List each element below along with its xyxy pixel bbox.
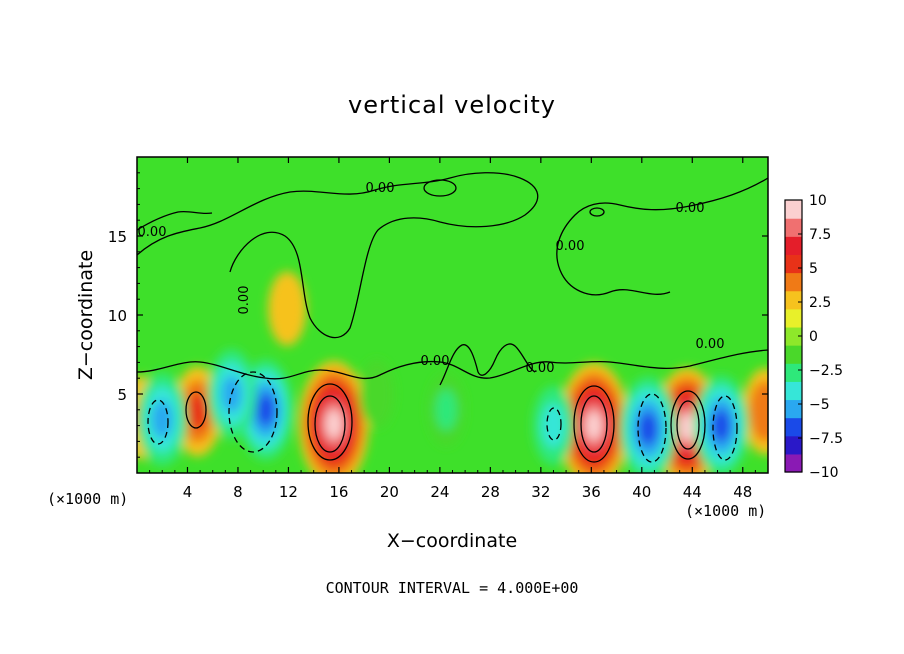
plot-area: 0.00 0.00 0.00 0.00 0.00 0.00 0.00 0.00 [137,157,768,473]
contour-core-6 [423,179,457,197]
colorbar-segment [785,345,802,364]
colorbar-segment [785,200,802,219]
field-feature-11-level-4 [638,411,658,446]
colorbar-tick-label: −2.5 [809,363,843,379]
x-tick-label: 36 [582,483,601,501]
colorbar-tick-label: 7.5 [809,227,831,243]
field-feature-10-level-3 [221,375,242,413]
colorbar-segment [785,308,802,328]
field-feature-2-level-6 [585,410,603,441]
x-axis-label: X−coordinate [387,530,517,552]
field-feature-4-level-3 [187,393,208,430]
colorbar-segment [785,363,802,382]
colorbar-segment [785,435,802,455]
colorbar-segment [785,272,802,292]
colorbar-tick-label: 0 [809,329,818,345]
contour-core-2-inner [580,395,608,453]
x-tick-label: 24 [430,483,449,501]
x-unit-label-right: (×1000 m) [685,502,766,520]
x-tick-label: 12 [279,483,298,501]
contour-neg-3 [637,393,667,463]
contour-core-1 [307,383,353,461]
contour-label: 0.00 [421,354,450,369]
chart-title: vertical velocity [348,91,556,119]
colorbar-tick-label: −7.5 [809,431,843,447]
y-tick-label: 15 [108,228,127,246]
colorbar-tick-label: 5 [809,261,818,277]
x-tick-label: 32 [531,483,550,501]
x-tick-label: 44 [683,483,702,501]
field-feature-13-level-2 [541,403,566,448]
contour-zero-mid [439,343,536,386]
contour-label: 0.00 [696,337,725,352]
x-tick-label: 20 [380,483,399,501]
field-layer [137,271,768,473]
contour-neg-1 [147,399,169,445]
contour-zero-lower [137,349,768,380]
x-tick-label: 4 [183,483,193,501]
contour-core-4 [185,391,207,429]
x-tick-label: 48 [733,483,752,501]
x-tick-label: 28 [481,483,500,501]
x-tick-label: 8 [233,483,243,501]
contour-label: 0.00 [138,225,167,240]
colorbar-tick-label: −10 [809,465,839,481]
contour-zero-left-edge [137,210,213,231]
colorbar-segment [785,399,802,419]
contour-label: 0.00 [237,286,252,315]
y-axis: 5 10 15 [108,172,768,458]
colorbar-segment [785,218,802,237]
y-tick-label: 5 [117,386,127,404]
colorbar-tick-label: −5 [809,397,830,413]
colorbar-segment [785,254,802,274]
colorbar-segment [785,326,802,346]
contour-layer [137,172,768,463]
contour-neg-4 [712,395,738,461]
field-feature-14-level-2 [435,389,457,431]
colorbar-segment [785,236,802,255]
contour-label: 0.00 [556,239,585,254]
field-feature-3-level-6 [679,413,696,442]
contour-neg-2 [228,371,278,453]
colorbar-segment [785,453,802,473]
colorbar: 10 7.5 5 2.5 0 −2.5 −5 −7.5 −10 [784,193,843,481]
contour-label: 0.00 [366,181,395,196]
field-feature-1-level-6 [325,409,343,439]
field-feature-7-level-2 [276,287,299,330]
colorbar-segment [785,381,802,401]
colorbar-segment [785,417,802,437]
colorbar-tick-label: 2.5 [809,295,831,311]
contour-core-1-inner [314,395,346,453]
field-feature-12-level-4 [712,409,731,442]
x-tick-label: 40 [632,483,651,501]
field-feature-5-level-3 [755,393,768,430]
colorbar-tick-label: 10 [809,193,827,209]
contour-label: 0.00 [526,361,555,376]
x-unit-label: (×1000 m) [47,490,128,508]
y-tick-label: 10 [108,307,127,325]
field-feature-8-level-3 [151,400,173,439]
contour-zero-upper [137,172,539,339]
contour-neg-5 [546,407,562,441]
contour-zero-right [556,177,768,296]
contour-core-5 [589,207,605,217]
y-axis-label: Z−coordinate [75,250,97,380]
contour-core-2 [573,385,615,463]
contour-core-3-inner [676,400,700,450]
contour-labels: 0.00 0.00 0.00 0.00 0.00 0.00 0.00 0.00 [138,181,725,376]
field-feature-15-level-2 [366,374,387,414]
contour-interval-footer: CONTOUR INTERVAL = 4.000E+00 [326,579,579,597]
field-feature-9-level-4 [256,393,275,427]
x-tick-label: 16 [329,483,348,501]
contour-label: 0.00 [676,201,705,216]
x-axis: 4 8 12 16 20 24 28 32 36 40 44 48 [149,157,756,501]
colorbar-segment [785,290,802,310]
contour-core-3 [670,390,706,460]
